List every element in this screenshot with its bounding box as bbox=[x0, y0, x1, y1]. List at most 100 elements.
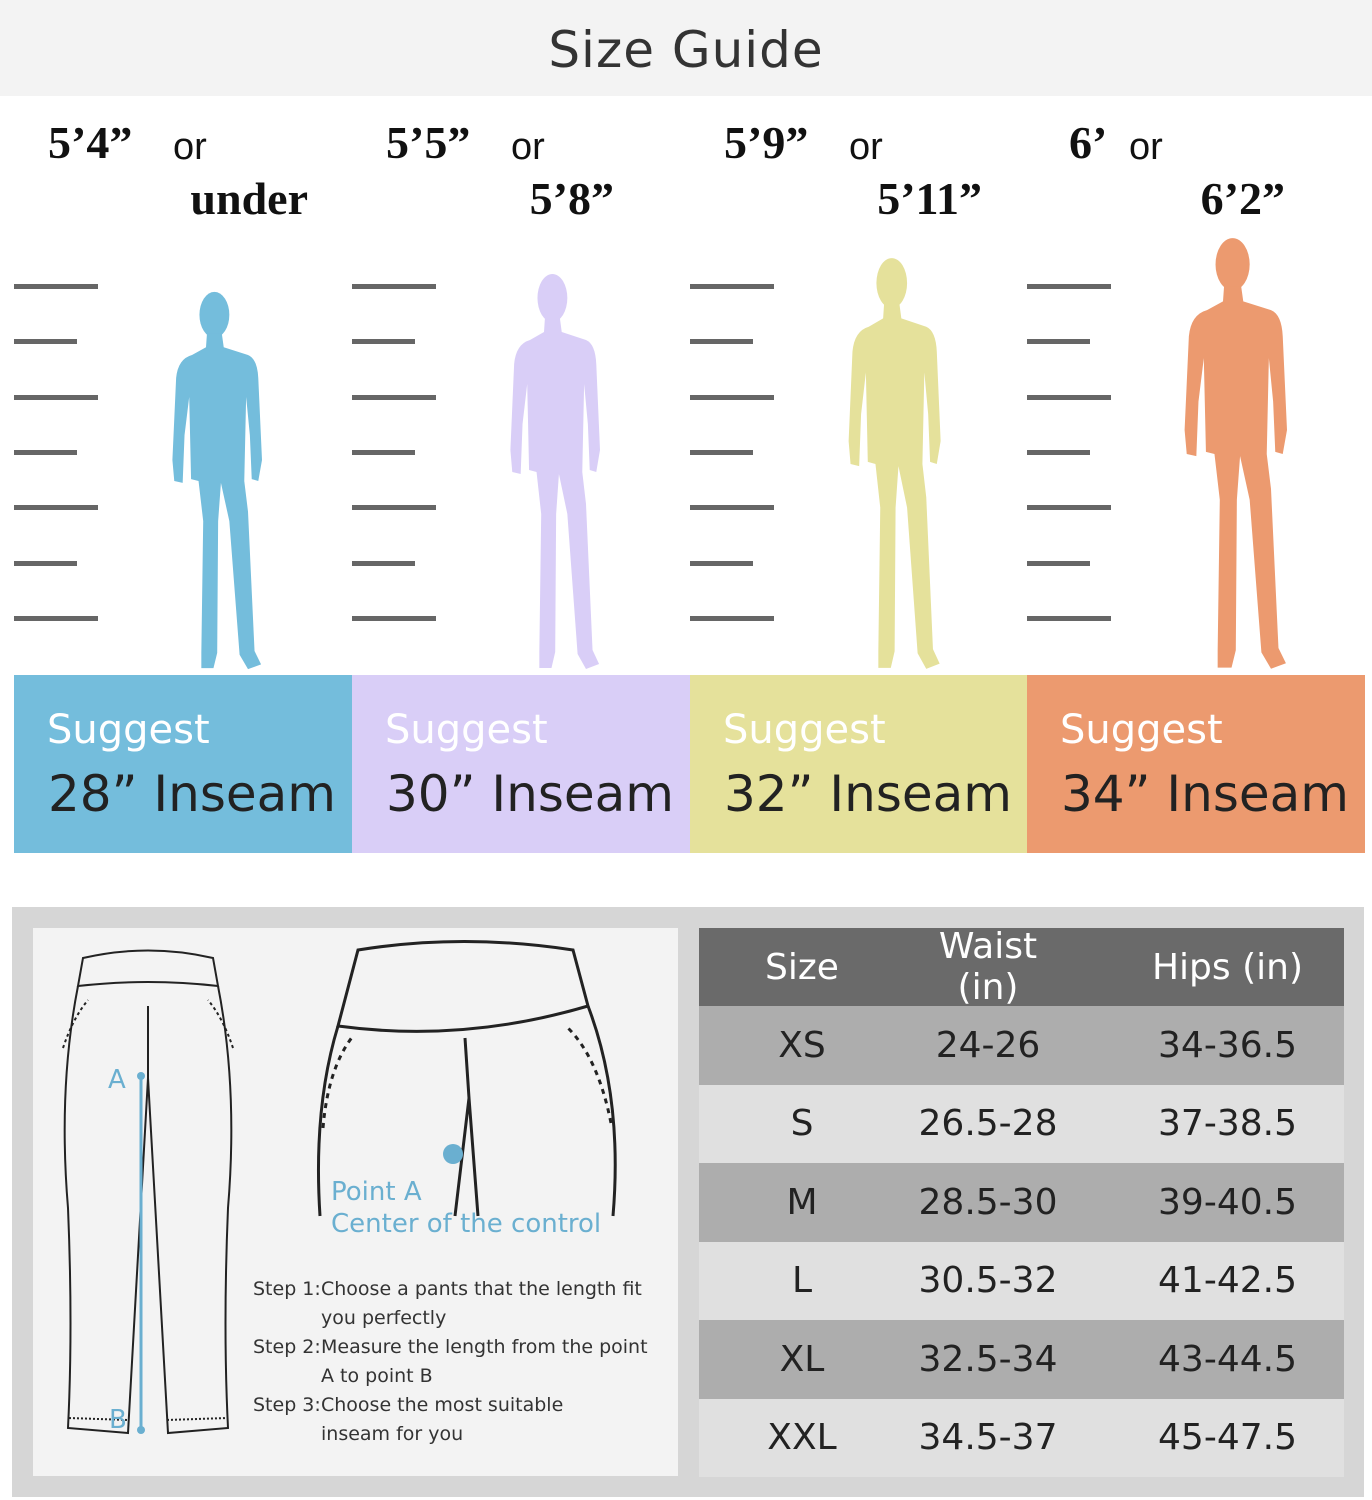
height-bottom: 5’11” bbox=[877, 173, 982, 224]
table-header: Size Waist (in) Hips (in) bbox=[699, 926, 1344, 1008]
ruler-tick bbox=[352, 284, 436, 289]
step-2: Step 2: Measure the length from the point… bbox=[253, 1336, 648, 1387]
cell-waist: 24-26 bbox=[935, 1024, 1041, 1066]
ruler-tick bbox=[352, 505, 436, 511]
cell-hips: 37-38.5 bbox=[1158, 1103, 1297, 1145]
ruler-tick bbox=[690, 505, 774, 511]
point-a-title: Point A bbox=[331, 1177, 422, 1207]
ruler-tick bbox=[690, 449, 753, 455]
ruler-tick bbox=[14, 394, 98, 400]
silhouette-icon bbox=[510, 274, 600, 669]
suggest-label: Suggest bbox=[385, 707, 548, 753]
ruler-tick bbox=[690, 615, 774, 621]
ruler-tick bbox=[352, 560, 415, 566]
height-top: 5’4” bbox=[48, 117, 133, 168]
ruler-tick bbox=[352, 615, 436, 621]
height-top: 6’ bbox=[1069, 117, 1108, 168]
cell-hips: 45-47.5 bbox=[1158, 1417, 1297, 1459]
silhouette-icon bbox=[1184, 238, 1287, 669]
ruler-tick bbox=[14, 339, 77, 345]
ruler-tick bbox=[14, 615, 98, 621]
height-bottom: 6’2” bbox=[1200, 173, 1285, 224]
inseam-value: 30” Inseam bbox=[386, 765, 675, 823]
inseam-suggestion: Suggest 30” Inseam bbox=[352, 675, 690, 853]
table-row: XS 24-26 34-36.5 bbox=[699, 1006, 1344, 1085]
header-waist: Waist (in) bbox=[938, 926, 1038, 1008]
page-title: Size Guide bbox=[548, 21, 824, 79]
or-label: or bbox=[173, 126, 207, 168]
height-group: 5’9” or 5’11” Suggest 32” Inseam bbox=[690, 96, 1028, 856]
ruler-tick bbox=[1027, 449, 1090, 455]
cell-size: XXL bbox=[767, 1417, 837, 1459]
height-top: 5’9” bbox=[724, 117, 809, 168]
pants-diagram: A B bbox=[62, 940, 617, 1435]
ruler-tick bbox=[690, 339, 753, 345]
cell-hips: 41-42.5 bbox=[1158, 1260, 1297, 1302]
ruler-tick bbox=[690, 560, 753, 566]
measure-instructions: A B bbox=[33, 928, 678, 1476]
height-top: 5’5” bbox=[386, 117, 471, 168]
label-a: A bbox=[108, 1065, 126, 1095]
cell-waist: 28.5-30 bbox=[918, 1181, 1058, 1223]
steps-list: Step 1: Choose a pants that the length fi… bbox=[253, 1275, 661, 1449]
cell-waist: 30.5-32 bbox=[918, 1260, 1058, 1302]
inseam-suggestion: Suggest 28” Inseam bbox=[14, 675, 352, 853]
cell-size: XS bbox=[778, 1024, 826, 1066]
ruler-tick bbox=[1027, 284, 1111, 289]
height-group: 5’4” or under Suggest 28” Inseam bbox=[14, 96, 352, 856]
table-row: L 30.5-32 41-42.5 bbox=[699, 1241, 1344, 1320]
size-table: Size Waist (in) Hips (in) XS 24-26 34-36.5… bbox=[699, 926, 1344, 1477]
cell-size: S bbox=[790, 1103, 814, 1145]
ruler-tick bbox=[690, 284, 774, 289]
height-bottom: under bbox=[190, 173, 308, 224]
suggest-label: Suggest bbox=[1060, 707, 1223, 753]
ruler-tick bbox=[352, 394, 436, 400]
ruler-tick bbox=[14, 284, 98, 289]
point-a-note: Point A Center of the control bbox=[331, 1176, 601, 1240]
step-3: Step 3: Choose the most suitable inseam f… bbox=[253, 1394, 564, 1445]
header-size: Size bbox=[765, 946, 839, 988]
cell-hips: 43-44.5 bbox=[1158, 1338, 1297, 1380]
inseam-value: 34” Inseam bbox=[1061, 765, 1350, 823]
or-label: or bbox=[849, 126, 883, 168]
header: Size Guide bbox=[0, 0, 1372, 96]
silhouette-icon bbox=[848, 258, 941, 669]
header-hips: Hips (in) bbox=[1151, 946, 1304, 988]
cell-waist: 32.5-34 bbox=[918, 1338, 1058, 1380]
ruler-tick bbox=[1027, 505, 1111, 511]
label-b: B bbox=[109, 1405, 127, 1435]
ruler-tick bbox=[1027, 560, 1090, 566]
ruler-tick bbox=[1027, 394, 1111, 400]
inseam-suggestion: Suggest 34” Inseam bbox=[1027, 675, 1365, 853]
cell-size: XL bbox=[779, 1338, 825, 1380]
ruler-tick bbox=[352, 339, 415, 345]
ruler-tick bbox=[1027, 615, 1111, 621]
ruler-tick bbox=[352, 449, 415, 455]
height-bottom: 5’8” bbox=[529, 173, 614, 224]
ruler-tick bbox=[14, 449, 77, 455]
ruler-tick bbox=[14, 505, 98, 511]
height-group: 5’5” or 5’8” Suggest 30” Inseam bbox=[352, 96, 690, 856]
ruler-tick bbox=[14, 560, 77, 566]
or-label: or bbox=[511, 126, 545, 168]
inseam-suggestion: Suggest 32” Inseam bbox=[690, 675, 1028, 853]
inseam-value: 32” Inseam bbox=[724, 765, 1013, 823]
or-label: or bbox=[1129, 126, 1163, 168]
cell-size: M bbox=[786, 1181, 818, 1223]
table-row: XXL 34.5-37 45-47.5 bbox=[699, 1398, 1344, 1477]
cell-waist: 26.5-28 bbox=[918, 1103, 1058, 1145]
cell-hips: 39-40.5 bbox=[1158, 1181, 1297, 1223]
step-1: Step 1: Choose a pants that the length fi… bbox=[253, 1278, 642, 1329]
cell-size: L bbox=[791, 1260, 813, 1302]
suggest-label: Suggest bbox=[723, 707, 886, 753]
suggest-label: Suggest bbox=[47, 707, 210, 753]
point-a-desc: Center of the control bbox=[331, 1209, 602, 1239]
ruler-tick bbox=[1027, 339, 1090, 345]
inseam-value: 28” Inseam bbox=[48, 765, 337, 823]
height-group: 6’ or 6’2” Suggest 34” Inseam bbox=[1027, 96, 1365, 856]
cell-hips: 34-36.5 bbox=[1158, 1024, 1297, 1066]
table-row: S 26.5-28 37-38.5 bbox=[699, 1084, 1344, 1163]
cell-waist: 34.5-37 bbox=[918, 1417, 1058, 1459]
silhouette-icon bbox=[172, 291, 262, 670]
ruler-tick bbox=[690, 394, 774, 400]
